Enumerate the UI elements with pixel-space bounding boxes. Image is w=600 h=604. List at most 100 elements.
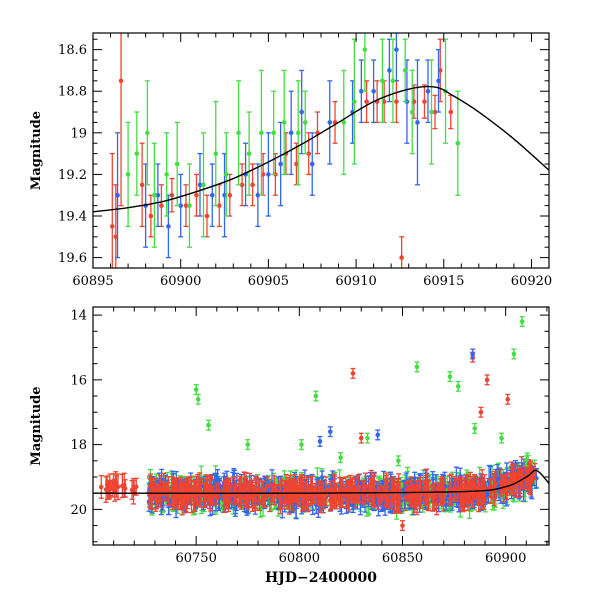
data-point — [429, 110, 434, 115]
series-2-point — [134, 112, 139, 195]
data-point — [236, 131, 241, 136]
series-2-point — [410, 70, 415, 153]
x-tick-label: 60900 — [160, 274, 201, 289]
series-0-point — [194, 174, 199, 216]
data-point — [247, 151, 252, 156]
data-point — [296, 131, 301, 136]
data-point — [126, 172, 131, 177]
series-2-point — [236, 81, 241, 185]
data-point — [403, 68, 408, 73]
data-point — [303, 120, 308, 125]
data-point — [391, 79, 396, 84]
data-point — [115, 193, 120, 198]
data-point — [394, 47, 399, 52]
data-point — [201, 183, 206, 188]
y-tick-label: 18.8 — [58, 85, 87, 100]
data-point — [394, 99, 399, 104]
series-0-point — [119, 0, 124, 206]
series-2-point — [247, 112, 252, 195]
data-point — [448, 110, 453, 115]
data-point — [149, 214, 154, 219]
data-point — [426, 89, 431, 94]
data-point — [364, 99, 369, 104]
series-0-point — [140, 143, 145, 226]
data-point — [387, 68, 392, 73]
data-point — [164, 172, 169, 177]
data-point — [352, 99, 357, 104]
series-1-point — [299, 70, 304, 153]
x-tick-label: 60895 — [72, 274, 113, 289]
data-point — [119, 79, 124, 84]
data-point — [140, 183, 145, 188]
data-point — [266, 172, 271, 177]
data-point — [224, 172, 229, 177]
series-2-point — [390, 39, 395, 122]
series-0-point — [205, 195, 210, 237]
plot-area — [93, 317, 549, 531]
data-point — [259, 131, 264, 136]
series-2-point — [429, 60, 434, 164]
plot-area — [93, 0, 549, 299]
data-point — [327, 120, 332, 125]
series-2-point — [126, 122, 131, 226]
axes-frame — [93, 33, 549, 268]
series-1-point — [371, 60, 376, 122]
series-1-point — [289, 91, 294, 174]
series-1-point — [266, 133, 271, 216]
series-1-point — [394, 18, 399, 80]
series-0-point — [375, 81, 380, 123]
data-point — [228, 193, 233, 198]
data-point — [159, 203, 164, 208]
series-2-point — [175, 122, 180, 205]
data-point — [363, 47, 368, 52]
data-point — [210, 193, 215, 198]
series-2-point — [341, 70, 346, 174]
data-point — [271, 131, 276, 136]
data-point — [282, 120, 287, 125]
series-2-point — [213, 102, 218, 206]
data-point — [278, 162, 283, 167]
series-0-point — [333, 102, 338, 144]
series-2-point — [455, 91, 460, 195]
series-2-point — [152, 143, 157, 247]
data-point — [299, 110, 304, 115]
data-point — [410, 110, 415, 115]
series-2-point — [201, 133, 206, 237]
data-point — [456, 141, 461, 146]
y-tick-label: 19 — [70, 126, 87, 141]
data-point — [436, 79, 441, 84]
y-tick-label: 19.2 — [58, 168, 87, 183]
data-point — [152, 193, 157, 198]
x-tick-label: 60905 — [248, 274, 289, 289]
data-point — [422, 99, 427, 104]
y-axis-label: Magnitude — [29, 111, 44, 190]
series-2-point — [187, 164, 192, 247]
series-0-point — [159, 185, 164, 227]
y-tick-label: 19.6 — [58, 251, 87, 266]
series-0-point — [399, 237, 404, 279]
series-0-point — [448, 95, 453, 128]
series-2-point — [352, 39, 357, 164]
series-1-point — [387, 39, 392, 101]
x-tick-label: 60920 — [511, 274, 552, 289]
y-tick-label: 19.4 — [58, 210, 87, 225]
data-point — [110, 224, 115, 229]
data-point — [194, 193, 199, 198]
data-point — [205, 214, 210, 219]
data-point — [187, 203, 192, 208]
data-point — [371, 89, 376, 94]
series-1-point — [310, 133, 315, 195]
y-tick-label: 18.6 — [58, 43, 87, 58]
data-point — [399, 255, 404, 260]
series-1-point — [415, 60, 420, 185]
data-point — [175, 162, 180, 167]
data-point — [250, 183, 255, 188]
series-2-point — [303, 91, 308, 153]
x-tick-label: 60910 — [335, 274, 376, 289]
series-2-point — [362, 8, 367, 91]
data-point — [213, 151, 218, 156]
